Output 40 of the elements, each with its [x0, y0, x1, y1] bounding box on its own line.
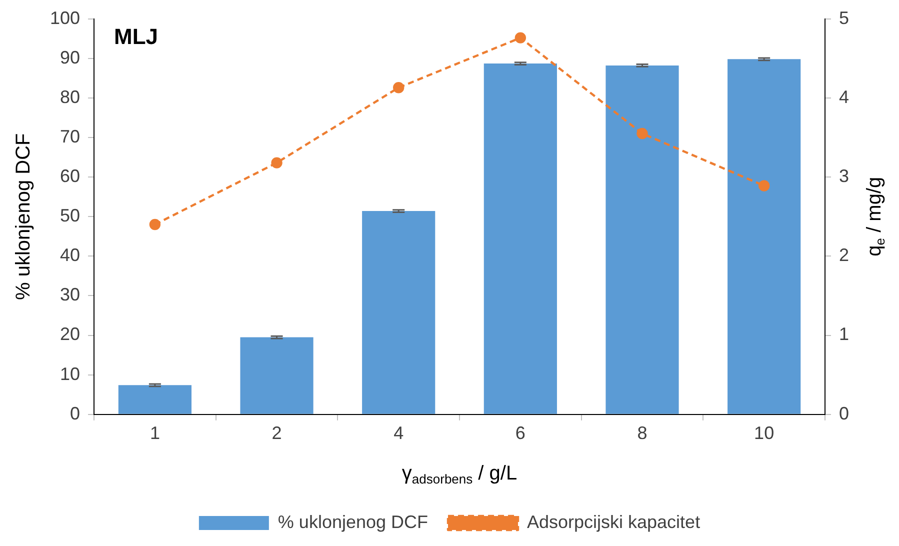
y-tick-label: 0 — [70, 403, 80, 424]
y-tick-label: 40 — [60, 245, 80, 266]
y-tick-label: 10 — [60, 364, 80, 384]
y-tick-label: 90 — [60, 47, 80, 68]
y2-tick-label: 0 — [838, 403, 850, 424]
point — [758, 180, 770, 192]
point — [271, 157, 282, 168]
x-tick-label: 8 — [637, 423, 648, 444]
x-tick-label: 6 — [515, 423, 526, 444]
y-tick-label: 30 — [60, 284, 80, 305]
y-tick-label: 60 — [60, 166, 80, 186]
bar — [118, 385, 192, 414]
y-tick-label: 80 — [60, 86, 80, 107]
point — [636, 128, 648, 140]
x-tick-label: 4 — [394, 423, 404, 444]
y2-tick-label: 2 — [838, 245, 850, 266]
y-axis-title: % uklonjenog DCF — [12, 133, 35, 300]
bar — [484, 64, 557, 414]
bar — [362, 211, 436, 414]
bar — [240, 337, 314, 414]
legend-label: Adsorpcijski kapacitet — [527, 512, 700, 532]
chart-title: MLJ — [114, 24, 158, 49]
y2-tick-label: 1 — [838, 324, 850, 344]
y-tick-label: 100 — [50, 8, 80, 28]
y-tick-label: 70 — [60, 126, 80, 146]
x-tick-label: 10 — [754, 423, 774, 444]
y2-axis-title: qe / mg/g — [864, 176, 888, 256]
y2-tick-label: 3 — [838, 166, 850, 186]
x-tick-label: 2 — [272, 423, 282, 444]
y-tick-label: 20 — [60, 324, 80, 344]
y-tick-label: 50 — [60, 206, 80, 226]
x-tick-label: 1 — [150, 423, 160, 444]
point — [393, 82, 404, 94]
bar — [606, 65, 679, 414]
point — [514, 32, 526, 44]
bar — [728, 59, 801, 414]
point — [149, 218, 161, 230]
legend-label: % uklonjenog DCF — [278, 512, 428, 532]
y2-tick-label: 5 — [838, 8, 850, 28]
y2-tick-label: 4 — [838, 86, 850, 107]
